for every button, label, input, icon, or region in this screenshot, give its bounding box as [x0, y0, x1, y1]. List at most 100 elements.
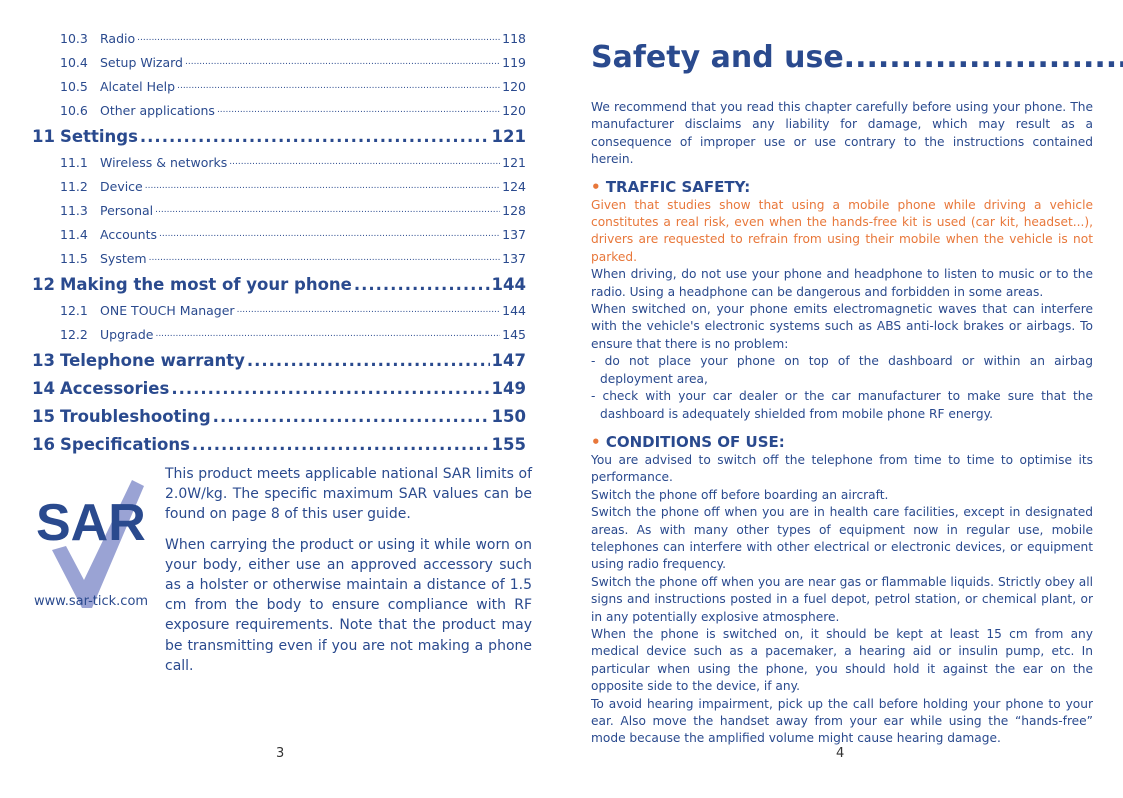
toc-label: Telephone warranty [60, 350, 245, 370]
conditions-paragraph: Switch the phone off before boarding an … [591, 487, 889, 502]
toc-number: 12 [32, 274, 55, 294]
toc-label: Radio [100, 30, 136, 46]
toc-page: 121 [491, 126, 526, 146]
section-title: Safety and use..........................… [591, 40, 1123, 75]
toc-label: Personal [100, 202, 154, 218]
toc-leader [217, 105, 500, 115]
toc-leader [155, 329, 500, 339]
toc-label: System [100, 250, 147, 266]
toc-leader [140, 127, 490, 146]
toc-entry[interactable]: 10.3 Radio 118 [32, 26, 526, 50]
toc-number: 10.4 [60, 54, 88, 70]
toc-label: Alcatel Help [100, 78, 176, 94]
toc-entry[interactable]: 10.4 Setup Wizard 119 [32, 50, 526, 74]
svg-text:SAR: SAR [36, 494, 146, 552]
toc-page: 120 [502, 102, 526, 118]
toc-page: 118 [502, 30, 526, 46]
toc-leader [237, 305, 501, 315]
toc-label: Wireless & networks [100, 154, 228, 170]
conditions-heading: • CONDITIONS OF USE: [591, 432, 785, 451]
toc-entry[interactable]: 12.1 ONE TOUCH Manager 144 [32, 298, 526, 322]
toc-leader [145, 181, 500, 191]
toc-number: 11.1 [60, 154, 88, 170]
toc-number: 16 [32, 434, 55, 454]
toc-label: Other applications [100, 102, 215, 118]
toc-label: Making the most of your phone [60, 274, 352, 294]
traffic-list-item: - check with your car dealer or the car … [591, 389, 1093, 421]
traffic-heading: • TRAFFIC SAFETY: [591, 177, 751, 196]
toc-page: 149 [491, 378, 526, 398]
toc-leader [177, 81, 500, 91]
toc-number: 10.6 [60, 102, 88, 118]
toc-page: 145 [502, 326, 526, 342]
sar-paragraph: When carrying the product or using it wh… [165, 536, 532, 674]
traffic-warning: Given that studies show that using a mob… [591, 197, 1093, 264]
toc-number: 10.3 [60, 30, 88, 46]
toc-entry[interactable]: 11.2 Device 124 [32, 174, 526, 198]
toc-page: 144 [502, 302, 526, 318]
toc-leader [354, 275, 490, 294]
toc-label: Accessories [60, 378, 170, 398]
toc-number: 11.4 [60, 226, 88, 242]
intro-paragraph: We recommend that you read this chapter … [591, 100, 1093, 167]
toc-label: Device [100, 178, 143, 194]
toc-number: 11.3 [60, 202, 88, 218]
conditions-paragraph: To avoid hearing impairment, pick up the… [591, 696, 1093, 746]
conditions-paragraph: You are advised to switch off the teleph… [591, 452, 1093, 485]
toc-leader [229, 157, 500, 167]
toc-entry[interactable]: 11.4 Accounts 137 [32, 222, 526, 246]
toc-leader [149, 253, 501, 263]
conditions-paragraph: When the phone is switched on, it should… [591, 626, 1093, 694]
toc-label: Specifications [60, 434, 190, 454]
toc-leader [247, 351, 490, 370]
toc-number: 12.2 [60, 326, 88, 342]
toc-label: Setup Wizard [100, 54, 183, 70]
sar-info: This product meets applicable national S… [165, 464, 532, 686]
toc-entry[interactable]: 11.1 Wireless & networks 121 [32, 150, 526, 174]
toc-entry[interactable]: 10.6 Other applications 120 [32, 98, 526, 122]
toc-page: 147 [491, 350, 526, 370]
toc-entry[interactable]: 11.5 System 137 [32, 246, 526, 270]
conditions-paragraph: Switch the phone off when you are in hea… [591, 505, 1093, 572]
toc-leader [185, 57, 500, 67]
traffic-paragraph: When driving, do not use your phone and … [591, 267, 1093, 299]
toc-page: 119 [502, 54, 526, 70]
toc-leader [213, 407, 490, 426]
toc-leader [137, 33, 500, 43]
toc-page: 137 [502, 250, 526, 266]
toc-page: 128 [502, 202, 526, 218]
toc-number: 13 [32, 350, 55, 370]
toc-number: 10.5 [60, 78, 88, 94]
table-of-contents: 10.3 Radio 118 10.4 Setup Wizard 119 10.5 Alcat… [32, 26, 526, 458]
toc-number: 11 [32, 126, 55, 146]
toc-label: Accounts [100, 226, 157, 242]
toc-page: 144 [491, 274, 526, 294]
toc-page: 120 [502, 78, 526, 94]
toc-number: 12.1 [60, 302, 88, 318]
traffic-paragraph: When switched on, your phone emits elect… [591, 302, 1093, 351]
traffic-list-item: - do not place your phone on top of the … [591, 354, 1093, 386]
toc-leader [171, 379, 489, 398]
safety-section: Safety and use..........................… [591, 40, 1123, 748]
toc-page: 121 [502, 154, 526, 170]
toc-number: 11.5 [60, 250, 88, 266]
toc-entry[interactable]: 11.3 Personal 128 [32, 198, 526, 222]
conditions-paragraph: Switch the phone off when you are near g… [591, 574, 1093, 624]
toc-page: 155 [491, 434, 526, 454]
toc-leader [155, 205, 500, 215]
sar-url: www.sar-tick.com [34, 594, 149, 609]
sar-logo: SAR [36, 480, 146, 608]
toc-entry[interactable]: 12.2 Upgrade 145 [32, 322, 526, 346]
toc-number: 15 [32, 406, 55, 426]
toc-label: ONE TOUCH Manager [100, 302, 235, 318]
toc-label: Upgrade [100, 326, 154, 342]
toc-entry[interactable]: 10.5 Alcatel Help 120 [32, 74, 526, 98]
sar-paragraph: This product meets applicable national S… [165, 466, 532, 523]
toc-page: 150 [491, 406, 526, 426]
